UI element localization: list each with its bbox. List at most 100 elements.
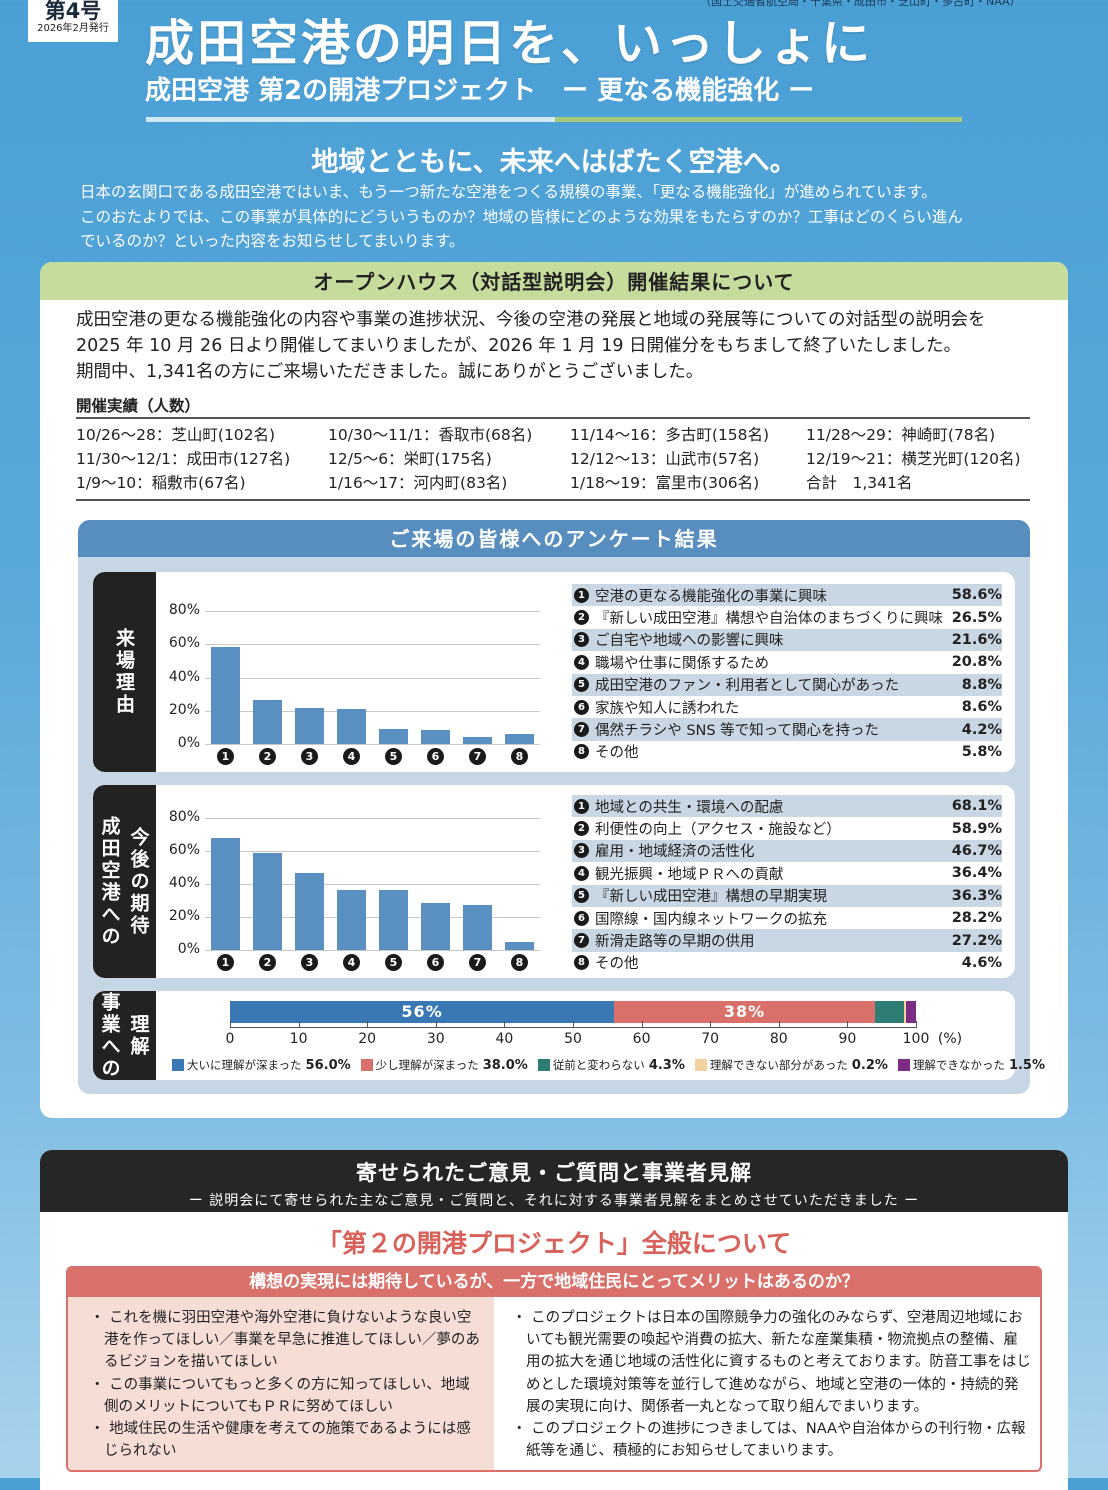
legend-value: 38.0% (482, 1058, 528, 1073)
legend-text: 雇用・地域経済の活性化 (595, 844, 755, 861)
openhouse-body: 成田空港の更なる機能強化の内容や事業の進捗状況、今後の空港の発展と地域の発展等に… (76, 307, 985, 385)
results-cell: 1/9～10：稲敷市(67名) (76, 474, 246, 492)
gridline (205, 710, 540, 712)
category-number: 3 (301, 954, 318, 971)
answer-item: ・ このプロジェクトの進捗につきましては、NAAや自治体からの刊行物・広報紙等を… (512, 1421, 1026, 1460)
legend-expectations: 1 地域との共生・環境への配慮 68.1% 2 利便性の向上（アクセス・施設など） 58.… (572, 795, 1002, 974)
category-number: 4 (343, 748, 360, 765)
legend-text: 理解できない部分があった (709, 1058, 848, 1072)
category-number: 5 (385, 954, 402, 971)
number-badge-icon: 4 (574, 865, 589, 881)
opinions-header: 寄せられたご意見・ご質問と事業者見解 ー 説明会にて寄せられた主なご意見・ご質問… (40, 1150, 1068, 1212)
title-rule-blue (146, 117, 555, 122)
number-badge-icon: 6 (574, 699, 589, 715)
x-tick-label: 30 (426, 1031, 445, 1047)
category-number: 7 (469, 954, 486, 971)
legend-value: 56.0% (305, 1058, 351, 1073)
y-tick-label: 0% (177, 941, 200, 957)
legend-item: 少し理解が深まった 38.0% (360, 1057, 528, 1073)
legend-reasons: 1 空港の更なる機能強化の事業に興味 58.6% 2 『新しい成田空港』構想や自治体のま… (572, 584, 1002, 763)
request-item: ・ 地域住民の生活や健康を考えての施策であるようには感じられない (90, 1421, 471, 1460)
survey-title: ご来場の皆様へのアンケート結果 (78, 520, 1030, 557)
legend-value: 68.1% (951, 798, 1002, 815)
category-number: 8 (511, 748, 528, 765)
legend-swatch (172, 1059, 184, 1071)
side-label-line: 今後の期待 (127, 826, 150, 937)
legend-text: ご自宅や地域への影響に興味 (595, 633, 784, 650)
gridline (205, 677, 540, 679)
results-cell: 12/5～6：栄町(175名) (328, 450, 492, 468)
results-total: 合計 1,341名 (806, 474, 913, 492)
number-badge-icon: 1 (574, 798, 589, 814)
number-badge-icon: 1 (574, 587, 589, 603)
gridline (205, 917, 540, 918)
legend-item: 6 家族や知人に誘われた 8.6% (572, 696, 1002, 718)
legend-value: 36.4% (951, 865, 1002, 882)
legend-text: 大いに理解が深まった (187, 1058, 302, 1072)
number-badge-icon: 2 (574, 610, 589, 626)
legend-swatch (897, 1059, 910, 1071)
bar-reasons-4 (337, 709, 366, 744)
answers-list: ・ このプロジェクトは日本の国際競争力の強化のみならず、空港周辺地域においても観… (494, 1297, 1040, 1470)
category-number: 5 (385, 748, 402, 765)
legend-text: 地域との共生・環境への配慮 (595, 799, 784, 816)
number-badge-icon: 7 (574, 933, 589, 949)
x-tick-label: 100 (902, 1031, 930, 1047)
legend-value: 20.8% (951, 654, 1002, 671)
segment-1: 56% (230, 1001, 615, 1023)
legend-item: 8 その他 4.6% (572, 952, 1002, 974)
bar-reasons-7 (463, 737, 492, 744)
intro-line: 日本の玄関口である成田空港ではいま、もう一つ新たな空港をつくる規模の事業、「更な… (80, 183, 937, 201)
results-cell: 1/18～19：富里市(306名) (570, 474, 760, 492)
divider (76, 499, 1030, 501)
legend-text: 少し理解が深まった (375, 1058, 479, 1072)
topic-heading: 「第２の開港プロジェクト」全般について (316, 1229, 792, 1258)
legend-value: 8.6% (961, 699, 1002, 716)
x-tick-label: 90 (838, 1031, 857, 1047)
legend-value: 21.6% (951, 631, 1002, 648)
category-number: 1 (217, 748, 234, 765)
axis-tick (435, 1021, 437, 1028)
results-cell: 11/30～12/1：成田市(127名) (76, 450, 291, 468)
legend-item: 大いに理解が深まった 56.0% (172, 1057, 351, 1073)
legend-item: 4 職場や仕事に関係するため 20.8% (572, 651, 1002, 673)
results-cell: 11/28～29：神崎町(78名) (806, 426, 996, 444)
results-cell: 10/30～11/1：香取市(68名) (328, 426, 533, 444)
segment-2: 38% (614, 1001, 875, 1023)
body-line: 成田空港の更なる機能強化の内容や事業の進捗状況、今後の空港の発展と地域の発展等に… (76, 310, 986, 330)
legend-item: 理解できなかった 1.5% (897, 1057, 1045, 1073)
stacked-legend: 大いに理解が深まった 56.0% 少し理解が深まった 38.0% 従前と変わらない 4.3… (172, 1057, 1045, 1073)
gridline (205, 818, 540, 819)
bar-expectations-5 (379, 890, 408, 950)
legend-item: 1 空港の更なる機能強化の事業に興味 58.6% (572, 584, 1002, 607)
question-box: 構想の実現には期待しているが、一方で地域住民にとってメリットはあるのか？ ・ こ… (66, 1266, 1042, 1472)
number-badge-icon: 2 (574, 821, 589, 837)
axis-tick (504, 1021, 506, 1028)
legend-text: 理解できなかった (912, 1058, 1005, 1072)
y-tick-label: 80% (168, 809, 200, 825)
number-badge-icon: 3 (574, 632, 589, 648)
results-cell: 1/16～17：河内町(83名) (328, 474, 508, 492)
number-badge-icon: 5 (574, 677, 589, 693)
category-number: 6 (427, 748, 444, 765)
side-label-line: 事業への (98, 991, 121, 1080)
legend-value: 58.6% (951, 587, 1002, 604)
bar-expectations-8 (505, 942, 534, 950)
request-item: ・ この事業についてもっと多くの方に知ってほしい、地域側のメリットについてもＰＲ… (90, 1376, 470, 1415)
category-number: 2 (259, 954, 276, 971)
segment-5 (905, 1001, 916, 1023)
gridline (205, 744, 540, 745)
results-cell: 12/19～21：横芝光町(120名) (806, 450, 1021, 468)
gridline (205, 611, 540, 612)
results-cell: 12/12～13：山武市(57名) (570, 450, 760, 468)
openhouse-title: オープンハウス（対話型説明会）開催結果について (40, 262, 1068, 300)
requests-list: ・ これを機に羽田空港や海外空港に負けないような良い空港を作ってほしい／事業を早… (68, 1297, 494, 1470)
axis-tick (573, 1021, 574, 1028)
x-tick-label: 10 (289, 1031, 308, 1047)
category-number: 8 (511, 954, 528, 971)
legend-value: 36.3% (951, 887, 1002, 904)
category-number: 1 (217, 954, 234, 971)
legend-text: 空港の更なる機能強化の事業に興味 (595, 588, 827, 605)
x-tick-label: 50 (564, 1031, 582, 1047)
y-tick-label: 40% (168, 875, 200, 891)
